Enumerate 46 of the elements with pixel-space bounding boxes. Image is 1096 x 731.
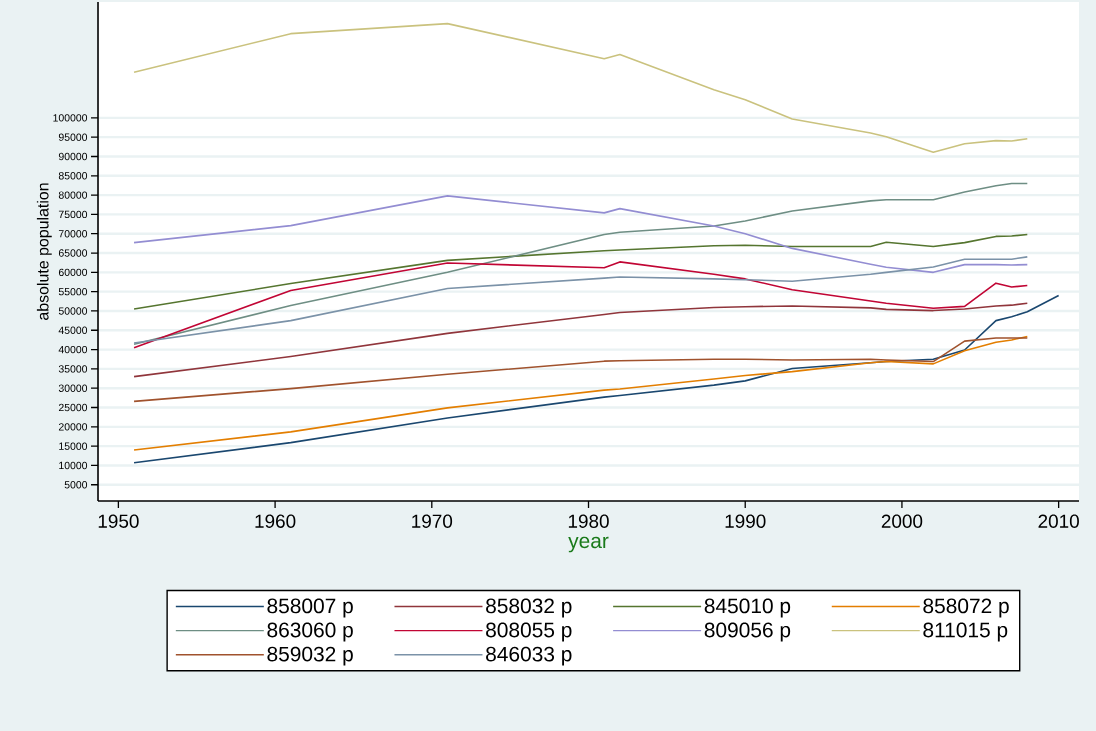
- y-tick-label: 40000: [58, 345, 88, 354]
- x-tick-label: 1970: [412, 514, 453, 528]
- y-tick-label: 20000: [58, 423, 88, 431]
- y-tick-label: 60000: [58, 268, 88, 277]
- y-tick-label: 80000: [58, 191, 88, 199]
- y-tick-label: 45000: [58, 326, 88, 334]
- legend-label: 809056 p: [704, 622, 791, 642]
- x-tick-label: 2000: [881, 514, 923, 528]
- y-tick-label: 75000: [58, 210, 88, 219]
- line-series: [133, 294, 1060, 464]
- legend-label: 858007 p: [267, 598, 353, 618]
- line-series: [133, 233, 1029, 310]
- y-tick-label: 5000: [64, 481, 88, 489]
- y-axis-title: absolute population: [36, 183, 52, 320]
- y-tick-label: 55000: [58, 287, 88, 296]
- line-series: [133, 22, 1029, 154]
- y-tick-label: 65000: [58, 249, 88, 257]
- y-tick-label: 95000: [58, 133, 88, 141]
- legend-label: 846033 p: [486, 646, 572, 666]
- y-tick-label: 50000: [58, 307, 88, 315]
- x-axis-title: year: [568, 536, 609, 553]
- y-tick-label: 10000: [59, 461, 88, 470]
- x-tick-label: 1980: [568, 514, 609, 528]
- y-tick-label: 100000: [53, 114, 88, 122]
- legend-label: 859032 p: [267, 646, 353, 666]
- legend-label: 808055 p: [486, 622, 572, 642]
- y-tick-label: 30000: [58, 384, 88, 392]
- legend-label: 845010 p: [704, 598, 791, 618]
- line-series: [133, 302, 1029, 378]
- legend-label: 858032 p: [486, 598, 572, 618]
- line-series: [133, 195, 1029, 274]
- y-tick-label: 70000: [58, 230, 88, 238]
- x-tick-label: 1950: [98, 514, 139, 528]
- y-tick-label: 85000: [58, 172, 88, 180]
- y-tick-label: 15000: [59, 442, 88, 450]
- x-tick-label: 1990: [725, 514, 766, 528]
- x-tick-label: 2010: [1038, 514, 1079, 528]
- line-series: [133, 182, 1029, 345]
- legend-label: 863060 p: [267, 622, 353, 642]
- legend-label: 858072 p: [923, 598, 1009, 618]
- line-series: [133, 335, 1029, 451]
- x-tick-label: 1960: [255, 514, 296, 528]
- y-tick-label: 25000: [58, 403, 88, 412]
- y-tick-label: 90000: [58, 152, 88, 161]
- y-tick-label: 35000: [58, 365, 88, 373]
- legend-label: 811015 p: [923, 622, 1008, 642]
